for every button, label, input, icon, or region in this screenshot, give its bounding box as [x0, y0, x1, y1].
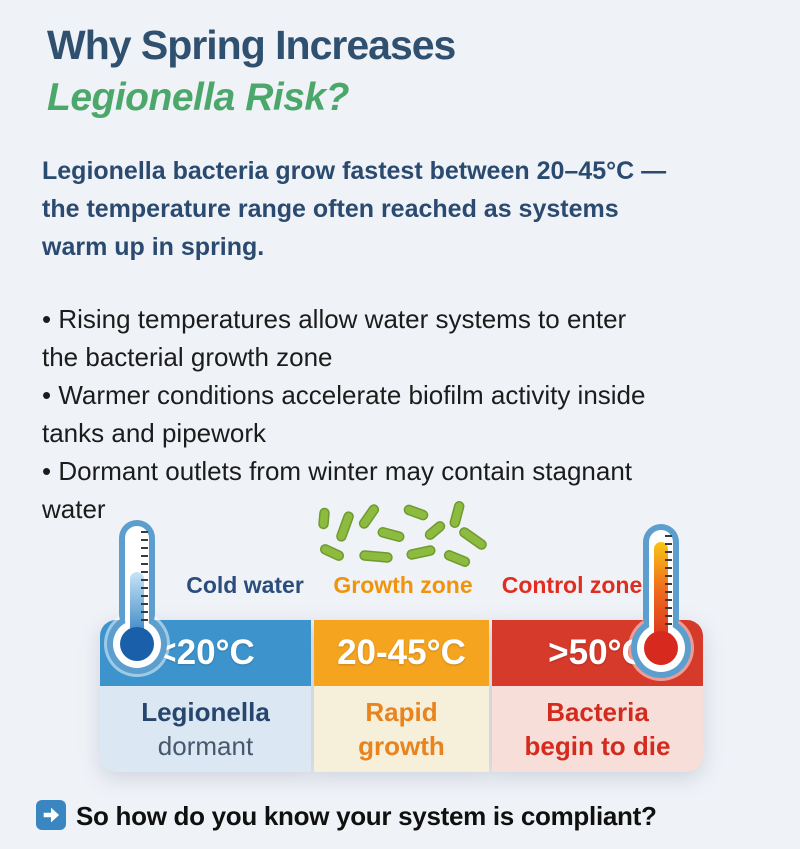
thermometer-hot-icon: [628, 524, 694, 681]
thermometer-cold-icon: [104, 520, 170, 677]
intro-paragraph: Legionella bacteria grow fastest between…: [42, 157, 667, 261]
zone-line1: Legionella: [141, 697, 270, 727]
zone-label-control-zone: Control zone: [501, 572, 643, 598]
bacteria-cluster-icon: [318, 501, 487, 567]
zone-description-growth: Rapid growth: [314, 686, 489, 772]
zone-description-cold: Legionella dormant: [100, 686, 311, 772]
page-title-line1: Why Spring Increases: [47, 22, 456, 68]
zone-line2: dormant: [157, 731, 254, 761]
zone-line1: Rapid: [365, 697, 438, 727]
zone-column-growth: 20-45°C Rapid growth: [314, 620, 489, 772]
zone-line1: Bacteria: [546, 697, 649, 727]
temp-badge-growth: 20-45°C: [314, 620, 489, 686]
page-title-line2: Legionella Risk?: [47, 76, 349, 119]
zone-line2: begin to die: [524, 731, 671, 761]
zone-column-cold: <20°C Legionella dormant: [100, 620, 311, 772]
zone-line2: growth: [358, 731, 445, 761]
bullet-item-3: • Dormant outlets from winter may contai…: [42, 456, 633, 524]
bullet-list: • Rising temperatures allow water system…: [42, 300, 757, 528]
zone-label-cold-water: Cold water: [186, 572, 304, 598]
arrow-right-glyph: [43, 807, 60, 823]
footer-question: So how do you know your system is compli…: [76, 801, 657, 831]
arrow-right-icon: [36, 800, 66, 830]
temperature-zone-table: <20°C Legionella dormant 20-45°C Rapid g…: [100, 620, 703, 772]
bullet-item-2: • Warmer conditions accelerate biofilm a…: [42, 380, 646, 448]
zone-description-control: Bacteria begin to die: [492, 686, 703, 772]
zone-label-growth-zone: Growth zone: [333, 572, 473, 598]
bullet-item-1: • Rising temperatures allow water system…: [42, 304, 627, 372]
